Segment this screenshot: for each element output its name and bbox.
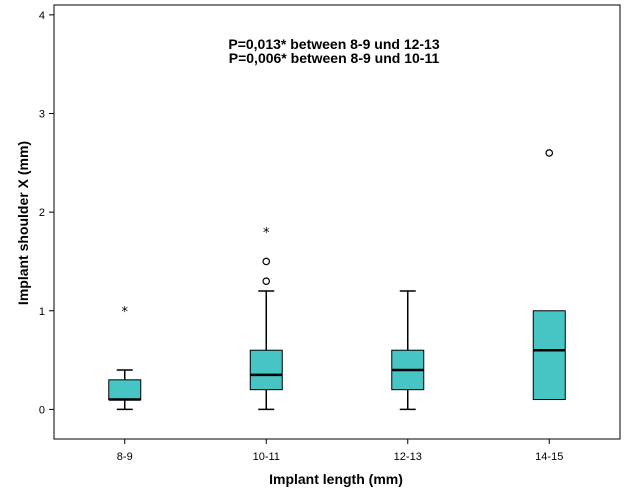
iqr-box bbox=[108, 379, 142, 401]
extreme-marker: * bbox=[263, 226, 270, 241]
iqr-box bbox=[249, 349, 283, 391]
y-tick-label: 0 bbox=[39, 404, 45, 416]
y-tick-label: 1 bbox=[39, 306, 45, 318]
box-14-15 bbox=[532, 149, 566, 401]
x-tick-label: 12-13 bbox=[394, 451, 422, 463]
outlier-marker bbox=[262, 277, 271, 285]
extreme-marker: * bbox=[122, 305, 129, 320]
x-axis-title: Implant length (mm) bbox=[269, 471, 403, 487]
box-12-13 bbox=[391, 290, 425, 411]
annotation-line-1: P=0,013* between 8-9 und 12-13 bbox=[228, 36, 439, 52]
box-8-9: * bbox=[108, 305, 142, 411]
box-10-11: * bbox=[249, 226, 283, 411]
boxes-group: ** bbox=[108, 149, 566, 411]
x-axis: 8-9 10-11 12-13 14-15 bbox=[117, 439, 563, 463]
y-tick-label: 2 bbox=[39, 207, 45, 219]
y-axis-title: Implant shoulder X (mm) bbox=[15, 141, 31, 305]
y-tick-label: 3 bbox=[39, 109, 45, 121]
x-tick-label: 14-15 bbox=[535, 451, 563, 463]
y-tick-label: 4 bbox=[39, 10, 45, 22]
outlier-marker bbox=[262, 257, 271, 266]
outlier-marker bbox=[545, 149, 554, 157]
x-tick-label: 8-9 bbox=[117, 451, 133, 463]
plot-frame bbox=[53, 4, 621, 440]
annotation-line-2: P=0,006* between 8-9 und 10-11 bbox=[229, 50, 440, 66]
y-axis: 0 1 2 3 4 bbox=[39, 10, 54, 416]
iqr-box bbox=[532, 310, 566, 401]
x-tick-label: 10-11 bbox=[253, 451, 280, 463]
